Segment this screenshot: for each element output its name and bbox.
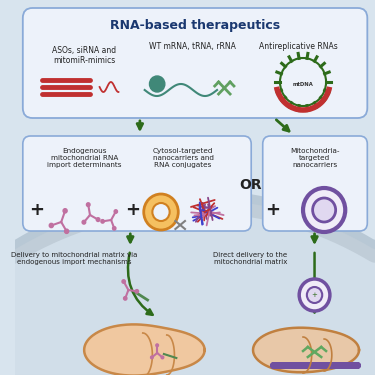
Text: +: +	[29, 201, 44, 219]
Polygon shape	[253, 328, 359, 372]
Polygon shape	[0, 200, 375, 375]
Circle shape	[96, 218, 100, 222]
Circle shape	[64, 229, 69, 233]
Text: Antireplicative RNAs: Antireplicative RNAs	[259, 42, 338, 51]
Circle shape	[313, 198, 336, 222]
Text: Mitochondria-
targeted
nanocarriers: Mitochondria- targeted nanocarriers	[290, 148, 339, 168]
Circle shape	[303, 188, 345, 232]
Circle shape	[101, 220, 104, 223]
Text: ASOs, siRNA and
mitomiR-mimics: ASOs, siRNA and mitomiR-mimics	[52, 46, 116, 65]
Text: Endogenous
mitochondrial RNA
import determinants: Endogenous mitochondrial RNA import dete…	[47, 148, 122, 168]
Text: +: +	[265, 201, 280, 219]
Text: Cytosol-targeted
nanocarriers and
RNA conjugates: Cytosol-targeted nanocarriers and RNA co…	[153, 148, 214, 168]
FancyBboxPatch shape	[23, 8, 368, 118]
Text: +: +	[125, 201, 140, 219]
Circle shape	[156, 344, 159, 346]
Circle shape	[63, 209, 67, 213]
Circle shape	[144, 194, 178, 230]
Circle shape	[114, 210, 117, 213]
Text: mtDNA: mtDNA	[292, 81, 314, 87]
Text: Delivery to mitochondrial matrix via
endogenous import mechanisms: Delivery to mitochondrial matrix via end…	[12, 252, 138, 265]
Circle shape	[150, 76, 165, 92]
Circle shape	[152, 203, 170, 221]
Circle shape	[122, 280, 125, 283]
Text: RNA-based therapeutics: RNA-based therapeutics	[110, 20, 280, 33]
Circle shape	[307, 287, 322, 303]
FancyBboxPatch shape	[263, 136, 368, 231]
Text: WT mRNA, tRNA, rRNA: WT mRNA, tRNA, rRNA	[149, 42, 236, 51]
Circle shape	[82, 220, 86, 224]
Circle shape	[112, 226, 116, 230]
Polygon shape	[84, 324, 205, 375]
Circle shape	[161, 356, 164, 359]
Circle shape	[87, 203, 90, 207]
Text: Direct delivery to the
mitochondrial matrix: Direct delivery to the mitochondrial mat…	[213, 252, 287, 265]
Circle shape	[299, 279, 330, 311]
FancyBboxPatch shape	[23, 136, 251, 231]
Circle shape	[49, 224, 53, 228]
Circle shape	[151, 356, 153, 359]
Text: OR: OR	[239, 178, 261, 192]
Circle shape	[135, 290, 138, 293]
Circle shape	[124, 297, 127, 300]
Text: +: +	[312, 292, 318, 298]
